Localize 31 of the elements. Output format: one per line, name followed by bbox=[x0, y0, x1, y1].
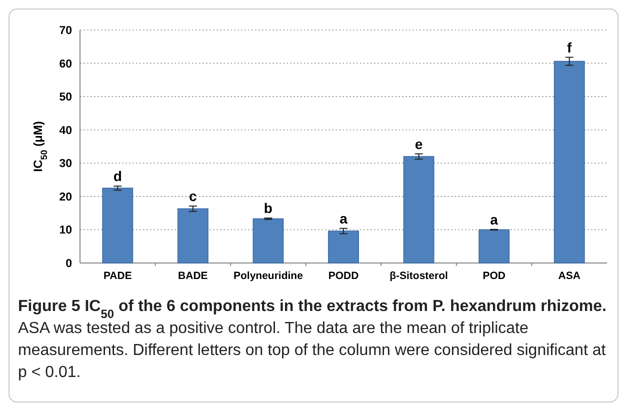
bar bbox=[554, 60, 585, 264]
text: ASA was tested as a positive control. The data are the mean of triplicate measurements. Different letters on top of the column were considered significant at p < 0.01. bbox=[18, 320, 606, 381]
annotation: d bbox=[113, 168, 122, 184]
annotation: f bbox=[567, 39, 572, 56]
x-tick-label: PODD bbox=[328, 270, 360, 282]
x-tick-label: POD bbox=[482, 270, 506, 282]
annotation: a bbox=[340, 210, 348, 226]
bar bbox=[403, 156, 434, 264]
bar bbox=[328, 230, 359, 264]
chart-title: Figure 5 IC$_{50}$ of the 6 components in the extracts from P. hexandrum rhizome. bbox=[18, 298, 606, 321]
y-tick-label: 20 bbox=[59, 191, 72, 204]
y-tick-label: 70 bbox=[59, 25, 72, 38]
bar bbox=[177, 208, 208, 264]
bar bbox=[478, 229, 510, 264]
x-tick-label: ASA bbox=[558, 270, 581, 282]
x-tick-label: β-Sitosterol bbox=[390, 270, 448, 282]
x-tick-label: PADE bbox=[103, 270, 132, 282]
annotation: e bbox=[414, 136, 423, 152]
y-tick-label: 10 bbox=[59, 224, 72, 237]
y-tick-label: 40 bbox=[59, 124, 72, 137]
y-tick-label: 60 bbox=[59, 58, 72, 70]
x-tick-label: Polyneuridine bbox=[233, 270, 304, 282]
annotation: c bbox=[189, 188, 198, 204]
bar bbox=[252, 218, 284, 264]
annotation: b bbox=[264, 200, 272, 216]
y-tick-label: 0 bbox=[66, 258, 72, 270]
y-tick-label: 50 bbox=[59, 92, 72, 104]
bar bbox=[102, 188, 134, 264]
y-tick-label: 30 bbox=[59, 158, 72, 170]
x-tick-label: BADE bbox=[178, 270, 208, 282]
annotation: a bbox=[490, 211, 498, 228]
